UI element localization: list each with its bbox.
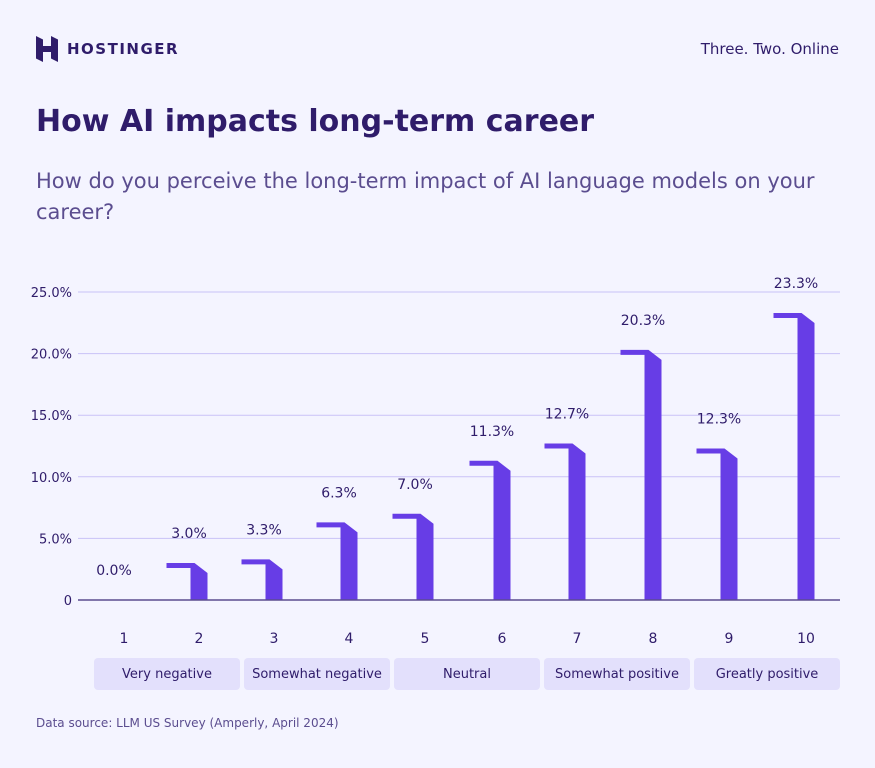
y-tick-label: 5.0% <box>39 532 72 547</box>
x-tick-label: 3 <box>270 631 279 647</box>
bar <box>696 448 738 600</box>
x-tick-label: 4 <box>345 631 354 647</box>
x-tick-label: 5 <box>421 631 430 647</box>
bar <box>392 513 434 600</box>
data-label: 3.3% <box>246 522 282 538</box>
x-tick-label: 6 <box>498 631 507 647</box>
data-label: 6.3% <box>321 485 357 501</box>
x-tick-label: 7 <box>573 631 582 647</box>
data-label: 12.3% <box>697 411 741 427</box>
data-label: 23.3% <box>774 276 818 292</box>
group-label: Somewhat positive <box>544 658 690 690</box>
x-tick-label: 2 <box>195 631 204 647</box>
bar <box>544 443 586 600</box>
y-tick-label: 10.0% <box>31 471 72 486</box>
x-tick-label: 9 <box>725 631 734 647</box>
data-label: 12.7% <box>545 407 589 423</box>
y-tick-label: 25.0% <box>31 286 72 301</box>
hostinger-h-icon <box>36 36 58 62</box>
data-label: 20.3% <box>621 313 665 329</box>
data-label: 0.0% <box>96 563 132 579</box>
data-label: 3.0% <box>171 526 207 542</box>
group-label: Very negative <box>94 658 240 690</box>
bar <box>166 563 208 600</box>
x-tick-label: 1 <box>120 631 129 647</box>
group-label: Greatly positive <box>694 658 840 690</box>
tagline: Three. Two. Online <box>700 40 839 58</box>
bar <box>469 460 511 600</box>
hostinger-logo: HOSTINGER <box>36 36 179 62</box>
bar <box>316 522 358 600</box>
bar <box>620 349 662 600</box>
bar <box>241 559 283 600</box>
data-label: 11.3% <box>470 424 514 440</box>
y-tick-label: 20.0% <box>31 348 72 363</box>
group-label: Neutral <box>394 658 540 690</box>
y-tick-label: 0 <box>64 594 72 609</box>
x-tick-label: 10 <box>797 631 815 647</box>
data-source: Data source: LLM US Survey (Amperly, Apr… <box>36 716 339 730</box>
y-tick-label: 15.0% <box>31 409 72 424</box>
chart-subtitle: How do you perceive the long-term impact… <box>36 169 815 224</box>
x-tick-label: 8 <box>649 631 658 647</box>
brand-name: HOSTINGER <box>67 40 180 58</box>
chart-title: How AI impacts long-term career <box>36 104 595 139</box>
bar <box>773 312 815 600</box>
group-label: Somewhat negative <box>244 658 390 690</box>
data-label: 7.0% <box>397 477 433 493</box>
